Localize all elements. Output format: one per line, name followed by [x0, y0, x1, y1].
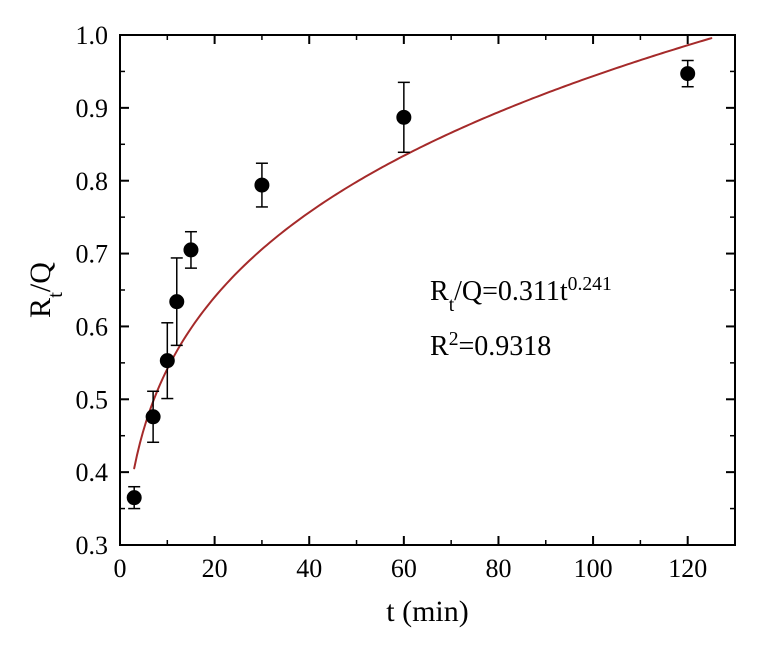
- data-marker: [160, 354, 174, 368]
- data-marker: [397, 110, 411, 124]
- data-marker: [146, 410, 160, 424]
- y-axis-label: Rt/Q: [24, 262, 67, 318]
- y-tick-label: 0.4: [76, 458, 109, 487]
- r-squared-annotation: R2=0.9318: [430, 329, 551, 363]
- x-tick-label: 20: [202, 554, 228, 583]
- y-tick-label: 0.7: [76, 240, 109, 269]
- fit-equation-annotation: Rt/Q=0.311t0.241: [430, 274, 612, 316]
- data-marker: [170, 295, 184, 309]
- x-tick-label: 120: [668, 554, 707, 583]
- y-tick-label: 0.3: [76, 531, 109, 560]
- data-marker: [681, 67, 695, 81]
- data-marker: [255, 178, 269, 192]
- x-tick-label: 0: [114, 554, 127, 583]
- y-tick-label: 0.5: [76, 385, 109, 414]
- x-tick-label: 100: [574, 554, 613, 583]
- y-tick-label: 1.0: [76, 21, 109, 50]
- chart-container: 0 20 40 60 80 100 120 t (min) 0.3 0.4 0.5 0.6 0.7 0.8…: [0, 0, 777, 645]
- y-tick-label: 0.6: [76, 313, 109, 342]
- y-tick-label: 0.8: [76, 167, 109, 196]
- x-axis-label: t (min): [386, 595, 469, 628]
- data-marker: [127, 491, 141, 505]
- x-tick-label: 40: [296, 554, 322, 583]
- fit-curve: [134, 38, 711, 468]
- data-marker: [184, 243, 198, 257]
- x-tick-label: 80: [485, 554, 511, 583]
- scatter-chart: 0 20 40 60 80 100 120 t (min) 0.3 0.4 0.5 0.6 0.7 0.8…: [0, 0, 777, 645]
- y-tick-label: 0.9: [76, 94, 109, 123]
- x-tick-label: 60: [391, 554, 417, 583]
